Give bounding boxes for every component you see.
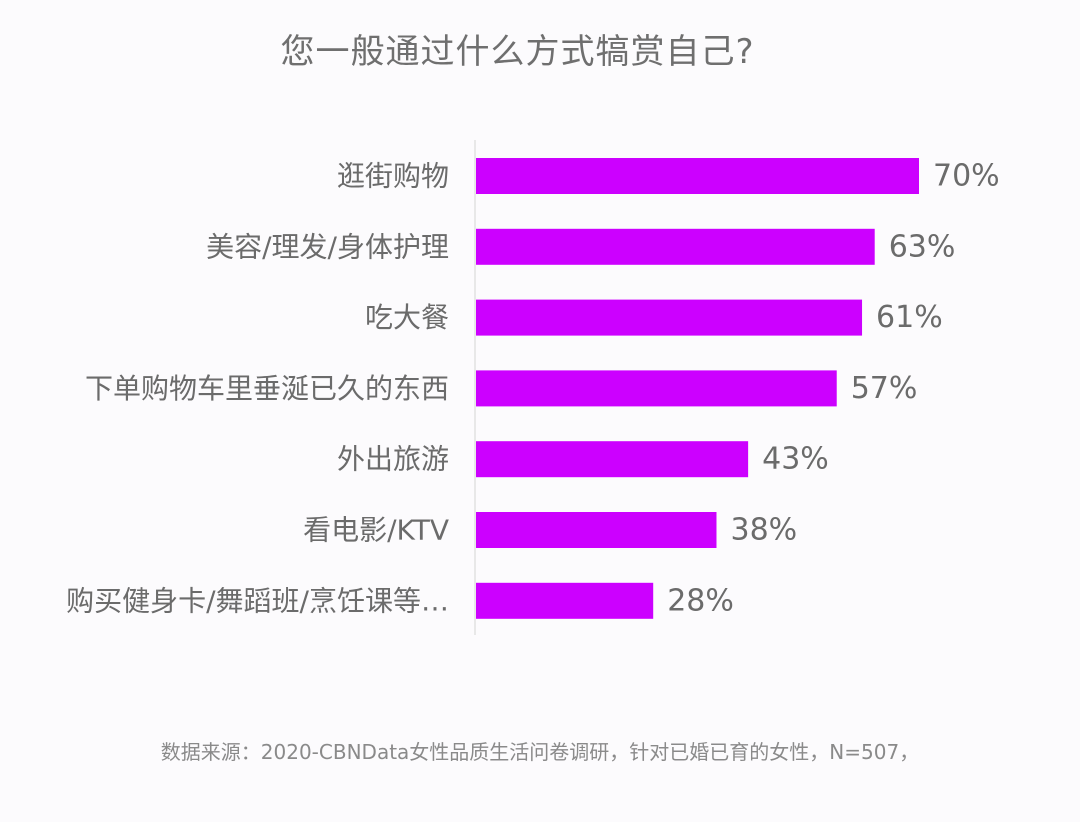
bar: [476, 512, 717, 548]
value-label: 70%: [933, 159, 1000, 194]
category-label: 看电影/KTV: [303, 514, 449, 547]
category-label: 吃大餐: [365, 301, 449, 334]
bar: [476, 370, 837, 407]
category-label: 下单购物车里垂涎已久的东西: [85, 372, 449, 405]
bar: [476, 228, 875, 265]
bar: [476, 441, 749, 478]
category-label: 逛街购物: [337, 160, 449, 193]
value-label: 57%: [851, 371, 918, 406]
chart-title: 您一般通过什么方式犒赏自己?: [280, 32, 755, 72]
value-label: 63%: [889, 229, 956, 264]
bar: [476, 582, 654, 619]
value-label: 43%: [762, 442, 829, 477]
data-source-note: 数据来源：2020-CBNData女性品质生活问卷调研，针对已婚已育的女性，N=…: [160, 740, 920, 764]
category-label: 购买健身卡/舞蹈班/烹饪课等…: [66, 584, 449, 617]
category-label: 外出旅游: [337, 443, 449, 476]
bar: [476, 299, 863, 336]
value-label: 61%: [876, 300, 943, 335]
category-label: 美容/理发/身体护理: [206, 230, 449, 263]
value-label: 38%: [730, 513, 797, 548]
bar: [476, 158, 919, 194]
value-label: 28%: [667, 583, 734, 618]
